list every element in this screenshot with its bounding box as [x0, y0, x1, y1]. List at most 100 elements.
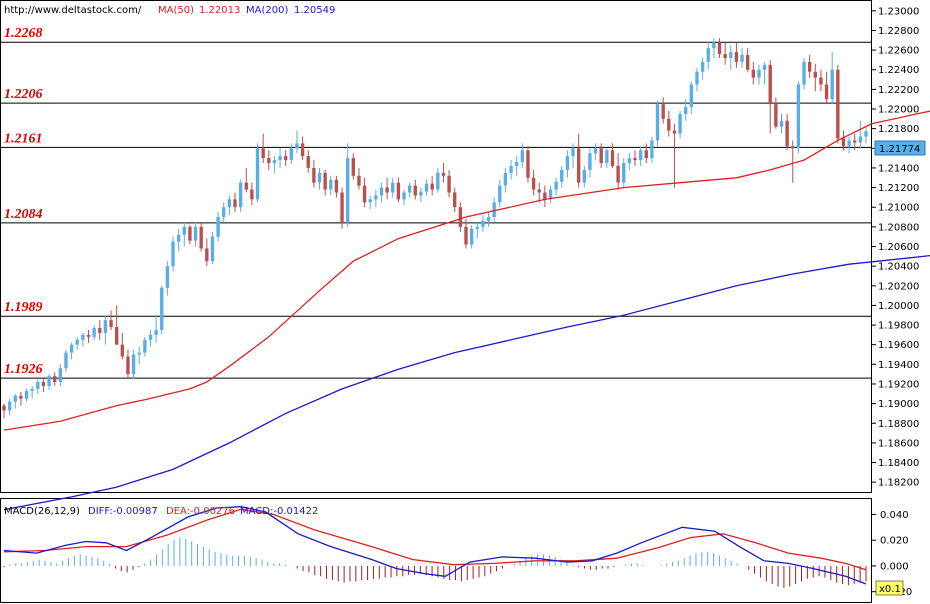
candle-body: [768, 64, 772, 105]
candle: [751, 61, 756, 85]
candle-body: [824, 84, 829, 100]
candle-body: [638, 150, 643, 161]
candle-body: [47, 376, 51, 386]
macd-diff-value: DIFF:-0.00987: [88, 506, 158, 517]
candle-body: [126, 356, 130, 375]
candle: [667, 110, 671, 137]
candle: [785, 113, 789, 151]
candle: [47, 374, 51, 390]
candle-body: [774, 104, 778, 127]
candle-body: [41, 382, 46, 386]
candle: [210, 231, 215, 265]
candle-body: [807, 61, 812, 72]
macd-scale-label: x0.1: [879, 584, 901, 595]
candle-body: [526, 150, 530, 178]
candle: [796, 81, 801, 154]
candle: [182, 221, 186, 247]
candle: [227, 195, 232, 216]
candle: [30, 385, 34, 399]
candle-body: [120, 344, 125, 357]
candle: [272, 156, 277, 173]
candle: [729, 45, 733, 70]
candle-body: [261, 148, 265, 159]
candle-body: [847, 140, 851, 147]
level-label: 1.2084: [4, 207, 43, 222]
candle-body: [86, 334, 91, 337]
candle-body: [492, 202, 496, 218]
candle-body: [605, 150, 609, 164]
candle: [391, 177, 395, 198]
candle: [424, 179, 429, 196]
candle-body: [36, 382, 40, 389]
candle: [582, 165, 586, 188]
candle: [469, 224, 474, 249]
candle-body: [498, 185, 502, 203]
macd-title: MACD(26,12,9): [4, 506, 80, 517]
candle-body: [182, 226, 186, 235]
candle: [571, 143, 575, 168]
price-tick-label: 1.20000: [878, 301, 919, 312]
candle: [864, 126, 868, 144]
candle: [745, 48, 750, 72]
price-tick-label: 1.23000: [878, 6, 919, 17]
candle-body: [295, 143, 299, 149]
candle: [284, 150, 288, 166]
candle: [774, 97, 778, 129]
candle: [165, 261, 170, 296]
candle-body: [458, 207, 463, 227]
candle-body: [374, 195, 378, 200]
macd-lines: [3, 506, 867, 585]
candle: [509, 160, 513, 180]
candle: [762, 61, 767, 85]
candle-body: [515, 162, 519, 166]
candle-body: [486, 217, 491, 221]
candle: [622, 158, 626, 188]
candle-body: [19, 395, 23, 399]
candle: [475, 221, 479, 239]
candle-body: [684, 107, 688, 114]
candle: [610, 143, 615, 168]
candle-body: [430, 183, 434, 190]
candle-body: [193, 226, 198, 241]
candle-body: [723, 54, 727, 58]
candle: [19, 391, 23, 406]
candle: [650, 136, 654, 164]
macd-dea-value: DEA:-0.00276: [166, 506, 235, 517]
candle-body: [520, 150, 525, 163]
candle-body: [143, 339, 147, 353]
candle-body: [2, 405, 6, 411]
current-price-label: 1.21774: [879, 144, 920, 155]
candle: [53, 372, 57, 386]
candle: [836, 64, 840, 144]
candle-body: [58, 368, 63, 383]
candle: [413, 179, 417, 200]
candle: [576, 133, 581, 188]
candle-body: [543, 192, 547, 200]
ma50-line: [3, 110, 930, 431]
candle-body: [250, 189, 254, 200]
candle-body: [560, 169, 564, 182]
candle: [481, 215, 485, 232]
level-label: 1.2206: [4, 87, 43, 102]
candle-body: [616, 165, 620, 183]
candle: [458, 202, 463, 232]
candle-body: [419, 191, 423, 196]
candle-body: [582, 169, 586, 183]
candle-body: [216, 217, 220, 237]
candle-body: [503, 172, 508, 186]
candle: [323, 169, 327, 196]
candle-body: [98, 328, 102, 333]
candle-body: [791, 146, 795, 149]
candle-body: [633, 158, 637, 161]
candle: [289, 143, 294, 165]
candle-body: [176, 234, 181, 242]
candle: [436, 167, 440, 193]
candle-body: [300, 143, 305, 157]
candle-body: [745, 55, 750, 70]
candle-body: [334, 179, 339, 193]
candle: [712, 38, 716, 58]
candle: [531, 169, 536, 196]
price-tick-label: 1.21200: [878, 183, 919, 194]
price-tick-label: 1.20200: [878, 281, 919, 292]
candle: [250, 182, 254, 206]
